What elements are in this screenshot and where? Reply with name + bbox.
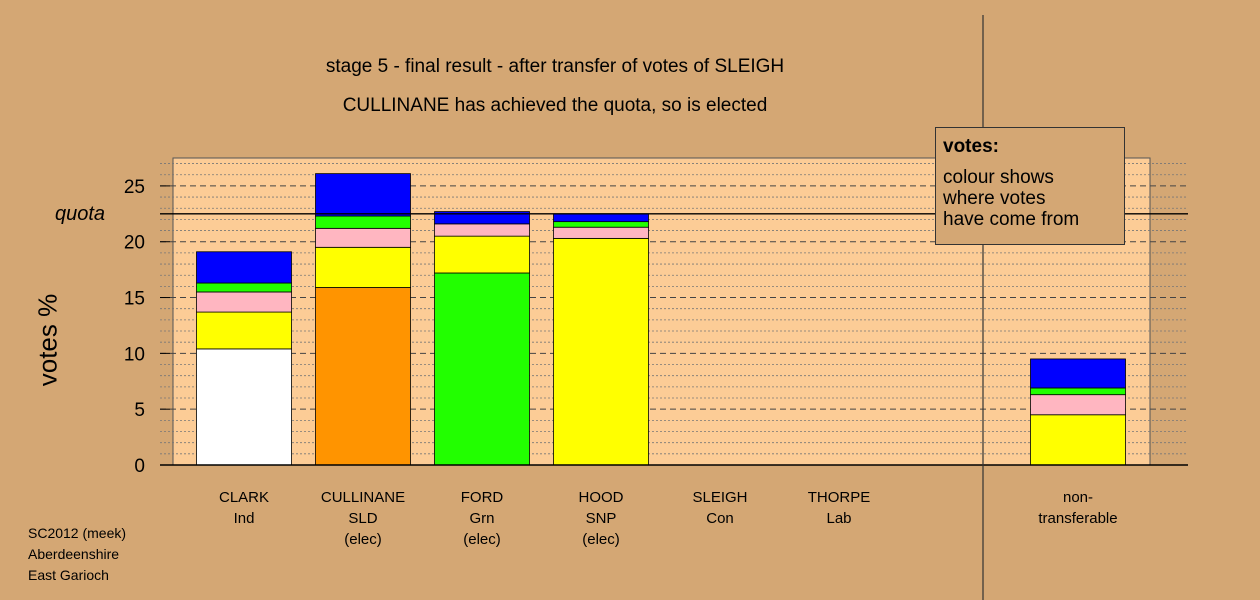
category-label: non-transferable — [1008, 487, 1148, 529]
bar-segment — [434, 272, 530, 466]
category-name: HOOD — [578, 489, 624, 506]
bar-segment — [553, 221, 649, 228]
bar-segment — [315, 215, 411, 229]
category-party: SLD — [348, 510, 378, 527]
legend-line: where votes — [943, 188, 1046, 209]
y-tick-label: 5 — [134, 400, 145, 421]
y-tick-label: 20 — [124, 233, 145, 254]
category-label: THORPE Lab — [769, 487, 909, 529]
category-party: SNP — [585, 510, 617, 527]
bar-segment — [196, 291, 292, 313]
category-party: Con — [706, 510, 734, 527]
category-party: transferable — [1038, 510, 1118, 527]
bar-segment — [1030, 358, 1126, 389]
bar-segment — [315, 287, 411, 466]
category-status: (elec) — [582, 531, 620, 548]
quota-label: quota — [55, 203, 106, 225]
bar-segment — [1030, 387, 1126, 396]
category-party: Lab — [826, 510, 852, 527]
bar-segment — [196, 251, 292, 284]
bar-segment — [196, 282, 292, 293]
y-tick-label: 0 — [134, 456, 145, 477]
category-label: SLEIGH Con — [650, 487, 790, 529]
bar-segment — [553, 237, 649, 466]
bar-segment — [315, 246, 411, 288]
category-name: THORPE — [807, 489, 871, 506]
category-party: Grn — [469, 510, 495, 527]
legend-title: votes: — [943, 136, 999, 157]
bar-segment — [1030, 414, 1126, 466]
category-label: CULLINANE SLD (elec) — [293, 487, 433, 550]
chart-subtitle: CULLINANE has achieved the quota, so is … — [342, 95, 768, 116]
bar-segment — [1030, 394, 1126, 416]
category-name: CLARK — [218, 489, 270, 506]
category-party: Ind — [233, 510, 255, 527]
category-label: FORD Grn (elec) — [412, 487, 552, 550]
category-label: CLARK Ind — [174, 487, 314, 529]
y-tick-label: 15 — [124, 289, 145, 310]
category-status: (elec) — [463, 531, 501, 548]
footer-info: SC2012 (meek) Aberdeenshire East Garioch — [28, 523, 126, 586]
y-tick-label: 10 — [124, 344, 145, 365]
y-tick-label: 25 — [124, 177, 145, 198]
legend-box: votes: colour shows where votes have com… — [935, 127, 1125, 245]
legend-line: colour shows — [943, 167, 1054, 188]
legend-line: have come from — [943, 209, 1080, 230]
bar-segment — [315, 227, 411, 248]
category-name: FORD — [460, 489, 504, 506]
y-axis-label: votes % — [32, 293, 63, 387]
category-name: SLEIGH — [692, 489, 748, 506]
footer-election: SC2012 (meek) — [28, 525, 127, 541]
bar-segment — [434, 211, 530, 225]
category-name: CULLINANE — [320, 489, 406, 506]
category-status: (elec) — [344, 531, 382, 548]
bar-segment — [434, 223, 530, 237]
bar-segment — [553, 213, 649, 223]
bar-segment — [434, 235, 530, 274]
footer-council: Aberdeenshire — [28, 546, 120, 562]
category-label: HOOD SNP (elec) — [531, 487, 671, 550]
bar-segment — [315, 173, 411, 217]
category-name: non- — [1062, 489, 1094, 506]
chart-title: stage 5 - final result - after transfer … — [325, 56, 785, 77]
bar-segment — [196, 311, 292, 350]
bar-segment — [553, 226, 649, 239]
footer-ward: East Garioch — [28, 567, 109, 583]
bar-segment — [196, 348, 292, 466]
